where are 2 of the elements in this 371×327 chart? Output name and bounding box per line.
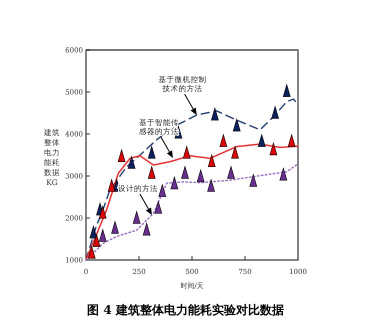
text: 图 4 建筑整体电力能耗实验对比数据: [87, 303, 284, 317]
line-series: [85, 163, 299, 261]
